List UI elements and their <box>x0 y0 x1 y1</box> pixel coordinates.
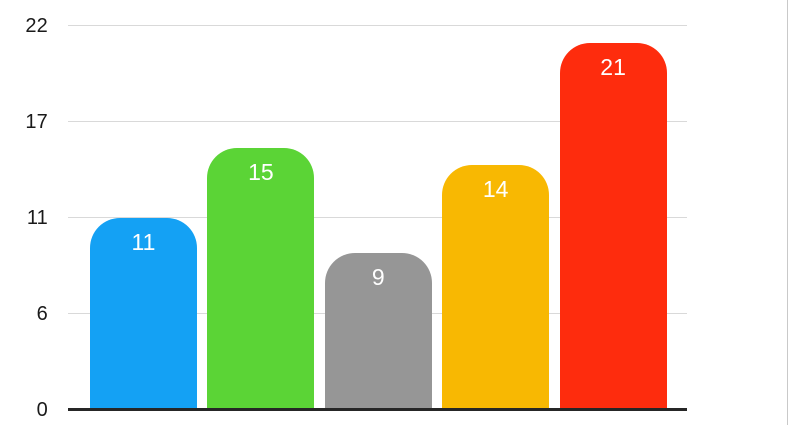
y-tick-label: 11 <box>26 206 48 229</box>
bar: 21 <box>559 42 667 410</box>
bar-value-label: 14 <box>482 176 509 203</box>
y-tick-label: 22 <box>25 14 48 37</box>
bar-value-label: 15 <box>248 158 274 185</box>
plot-area: 11 15 9 14 21 <box>68 0 687 413</box>
bar: 15 <box>207 147 315 410</box>
bar: 14 <box>442 165 550 410</box>
gridline <box>68 25 687 26</box>
bar: 9 <box>324 252 432 410</box>
y-tick-label: 17 <box>25 110 48 133</box>
y-tick-label: 0 <box>36 399 48 421</box>
x-axis-line <box>68 408 687 411</box>
y-axis: 22 17 11 6 0 <box>0 0 48 425</box>
gridline <box>68 217 687 219</box>
gridline <box>68 121 687 123</box>
bar-value-label: 21 <box>600 53 626 80</box>
bar-value-label: 11 <box>131 228 156 255</box>
y-tick-label: 6 <box>36 302 48 325</box>
bar-value-label: 9 <box>371 263 385 290</box>
bar: 11 <box>90 217 197 410</box>
